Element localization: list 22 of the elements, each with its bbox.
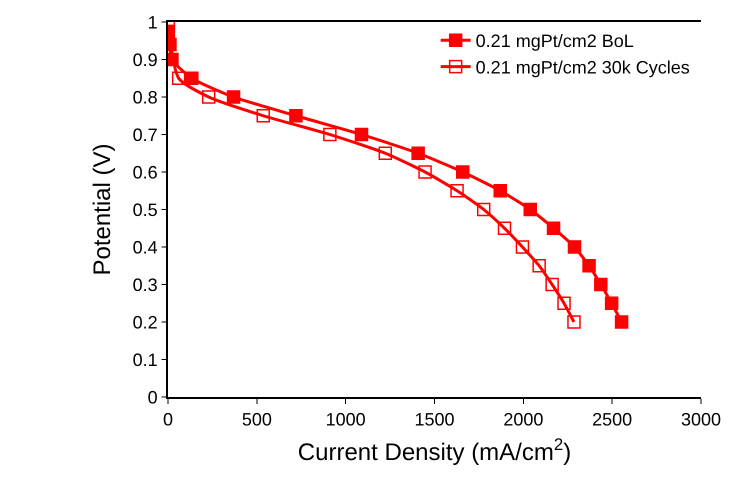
y-tick-label: 0.9 xyxy=(132,50,158,70)
x-tick-label: 1000 xyxy=(326,409,366,430)
y-tick-label: 0.6 xyxy=(132,162,158,182)
legend-label: 0.21 mgPt/cm2 30k Cycles xyxy=(476,58,690,78)
y-tick-label: 1 xyxy=(148,12,158,32)
y-tick-label: 0.4 xyxy=(132,237,158,258)
x-tick-label: 2000 xyxy=(503,409,544,430)
y-tick-label: 0.7 xyxy=(132,124,158,145)
x-tick-label: 500 xyxy=(242,409,272,430)
y-tick-label: 0.5 xyxy=(132,200,158,220)
x-tick-label: 3000 xyxy=(680,409,722,430)
y-tick-label: 0 xyxy=(148,387,158,408)
x-tick-label: 1500 xyxy=(414,409,455,430)
y-tick-label: 0.2 xyxy=(132,312,158,332)
y-axis-title: Potential (V) xyxy=(89,143,116,276)
legend-label: 0.21 mgPt/cm2 BoL xyxy=(476,31,634,52)
y-tick-label: 0.8 xyxy=(132,87,158,108)
y-tick-label: 0.1 xyxy=(132,350,158,370)
x-axis-title: Current Density (mA/cm$^{2}$) xyxy=(298,435,572,466)
x-tick-label: 0 xyxy=(162,409,174,430)
x-tick-label: 2500 xyxy=(592,409,632,430)
y-tick-label: 0.3 xyxy=(132,274,158,295)
